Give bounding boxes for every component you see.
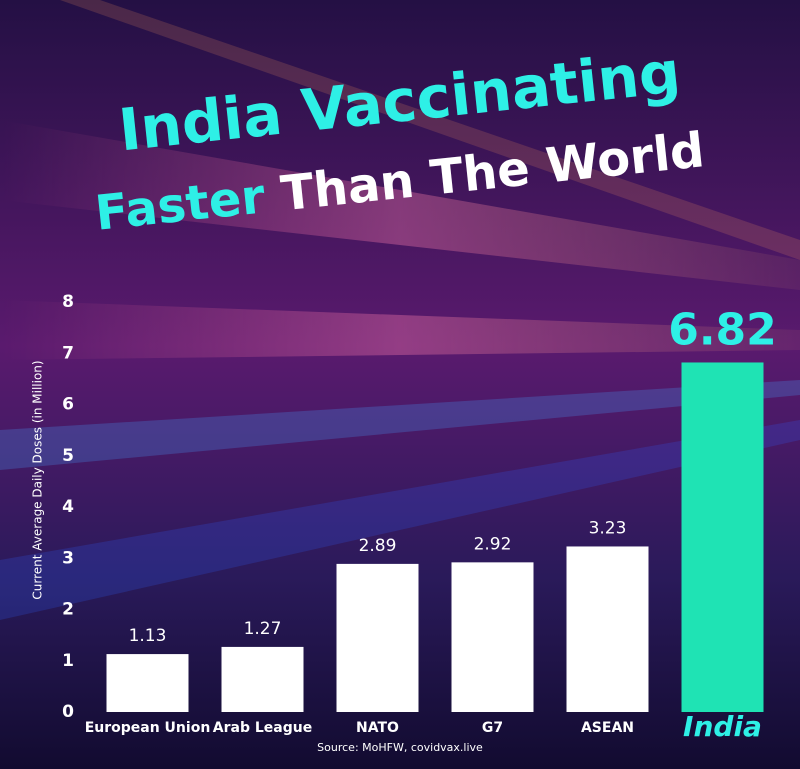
- value-label: 6.82: [668, 304, 777, 355]
- value-label: 1.27: [244, 619, 282, 639]
- y-tick-label: 2: [62, 600, 74, 620]
- x-tick-label: India: [683, 710, 762, 743]
- y-tick-label: 4: [62, 497, 74, 517]
- value-label: 3.23: [589, 518, 627, 538]
- bar: [221, 646, 304, 712]
- bar: [106, 654, 189, 712]
- y-tick-label: 6: [62, 395, 74, 415]
- x-tick-label: G7: [482, 720, 503, 736]
- value-label: 1.13: [129, 626, 167, 646]
- x-tick-label: NATO: [356, 720, 399, 736]
- bar: [336, 563, 419, 712]
- value-label: 2.92: [474, 534, 512, 554]
- bar: [566, 546, 649, 712]
- bar: [681, 362, 764, 712]
- x-tick-label: ASEAN: [581, 720, 634, 736]
- bar: [451, 562, 534, 712]
- y-tick-label: 3: [62, 548, 74, 568]
- y-tick-label: 0: [62, 702, 74, 722]
- y-tick-label: 5: [62, 446, 74, 466]
- source: Source: MoHFW, covidvax.live: [317, 741, 483, 754]
- y-axis-label: Current Average Daily Doses (in Million): [31, 360, 45, 599]
- x-tick-label: Arab League: [213, 720, 312, 736]
- background-streaks: [0, 0, 800, 620]
- value-label: 2.89: [359, 536, 397, 556]
- x-tick-label: European Union: [85, 720, 211, 736]
- y-tick-label: 7: [62, 343, 74, 363]
- y-tick-label: 1: [62, 651, 74, 671]
- y-tick-label: 8: [62, 292, 74, 312]
